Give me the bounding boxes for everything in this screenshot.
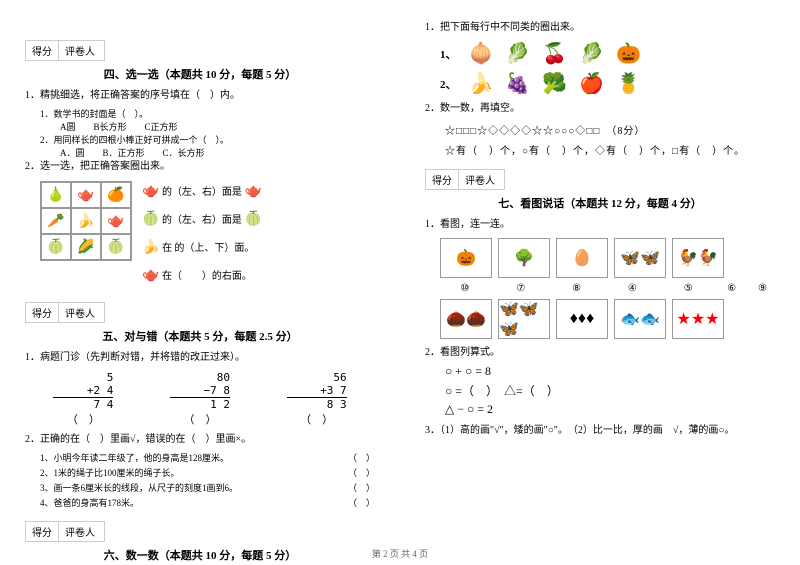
veg-icon: 🥦 <box>542 71 567 96</box>
fruit-icon: 🍒 <box>542 41 567 66</box>
fruit-icon: 🍎 <box>579 71 604 96</box>
fruit-icon: 🍍 <box>616 71 641 96</box>
veg-icon: 🎃 <box>616 41 641 66</box>
q4-2: 2．选一选，把正确答案圈出来。 <box>25 159 375 175</box>
cell-icon: 🍈 <box>107 239 124 256</box>
picture-boxes-1: 🎃 🌳 🥚 🦋🦋 🐓🐓 <box>440 238 775 278</box>
box-icon: 🦋🦋🦋 <box>499 299 549 339</box>
grader-label: 评卷人 <box>459 170 501 189</box>
circle-numbers: ⑩ ⑦ ⑧ ④ ⑤ ⑥ ⑨ <box>440 283 775 294</box>
q6-2: 2．数一数，再填空。 <box>425 101 775 117</box>
box-icon: 🐟🐟 <box>620 309 660 329</box>
box-icon: 🥚 <box>572 248 592 268</box>
grader-label: 评卷人 <box>59 41 101 60</box>
box-icon: ★★★ <box>676 309 719 329</box>
q7-1: 1．看图，连一连。 <box>425 217 775 233</box>
cell-icon: 🌽 <box>77 239 94 256</box>
cell-icon: 🍈 <box>47 239 64 256</box>
equation-3: △ − ○ = 2 <box>445 402 775 417</box>
box-icon: 🌳 <box>514 248 534 268</box>
q7-3: 3．（1）高的画"√"，矮的画"○"。 （2）比一比，厚的画 √，薄的画○。 <box>425 423 775 439</box>
grader-label: 评卷人 <box>59 522 101 541</box>
score-label: 得分 <box>26 41 59 60</box>
score-label: 得分 <box>26 522 59 541</box>
grid-desc: 🫖 的（左、右）面是 🫖 🍈 的（左、右）面是 🍈 🍌 在 的（上、下）面。 🫖… <box>142 178 262 290</box>
cell-icon: 🥕 <box>47 213 64 230</box>
veg-icon: 🥬 <box>505 41 530 66</box>
equation-1: ○ + ○ = 8 <box>445 364 775 379</box>
shape-fill: ☆有（ ）个，○有（ ）个，◇有（ ）个，□有（ ）个。 <box>445 142 775 157</box>
box-icon: 🐓🐓 <box>678 248 718 268</box>
cell-icon: 🍌 <box>77 213 94 230</box>
picture-boxes-2: 🌰🌰 🦋🦋🦋 ♦♦♦ 🐟🐟 ★★★ <box>440 299 775 339</box>
section7-title: 七、看图说话（本题共 12 分，每题 4 分） <box>425 195 775 211</box>
fruit-icon: 🍇 <box>505 71 530 96</box>
q5-1: 1．病题门诊（先判断对错，并将错的改正过来）。 <box>25 350 375 366</box>
grid-3x3: 🍐 🫖 🍊 🥕 🍌 🫖 🍈 🌽 🍈 <box>40 181 132 290</box>
cell-icon: 🫖 <box>77 187 94 204</box>
q4-1-2: 2．用同样长的四根小棒正好可拼成一个（ ）。 <box>40 133 375 146</box>
score-label: 得分 <box>26 303 59 322</box>
cell-icon: 🍊 <box>107 187 124 204</box>
q6-1: 1．把下面每行中不同类的圈出来。 <box>425 20 775 36</box>
category-row-2: 2、 🍌 🍇 🥦 🍎 🍍 <box>440 71 775 96</box>
q4-1-2-opts: A．圆 B．正方形 C．长方形 <box>60 146 375 159</box>
cell-icon: 🍐 <box>47 187 64 204</box>
section4-title: 四、选一选（本题共 10 分，每题 5 分） <box>25 66 375 82</box>
box-icon: ♦♦♦ <box>570 310 595 328</box>
box-icon: 🦋🦋 <box>620 248 660 268</box>
q4-1-1: 1．数学书的封面是（ ）。 <box>40 107 375 120</box>
box-icon: 🌰🌰 <box>446 309 486 329</box>
arithmetic-row: 5 +2 4 7 4 （ ） 80 −7 8 1 2 （ ） 56 +3 7 8… <box>25 371 375 427</box>
page-footer: 第 2 页 共 4 页 <box>0 547 800 560</box>
q5-2: 2．正确的在（ ）里画√，错误的在（ ）里画×。 <box>25 432 375 448</box>
section5-title: 五、对与错（本题共 5 分，每题 2.5 分） <box>25 328 375 344</box>
q7-2: 2．看图列算式。 <box>425 345 775 361</box>
equation-2: ○ =（ ） △=（ ） <box>445 382 775 399</box>
veg-icon: 🥬 <box>579 41 604 66</box>
score-label: 得分 <box>426 170 459 189</box>
q4-1: 1．精挑细选，将正确答案的序号填在（ ）内。 <box>25 88 375 104</box>
fruit-icon: 🍌 <box>469 71 494 96</box>
cell-icon: 🫖 <box>107 213 124 230</box>
q4-1-1-opts: A圆 B长方形 C正方形 <box>60 120 375 133</box>
veg-icon: 🧅 <box>469 41 494 66</box>
category-row-1: 1、 🧅 🥬 🍒 🥬 🎃 <box>440 41 775 66</box>
shape-sequence: ☆□□□☆◇◇◇◇☆☆○○○◇□□ （8分） <box>445 122 775 137</box>
grader-label: 评卷人 <box>59 303 101 322</box>
box-icon: 🎃 <box>456 248 476 268</box>
